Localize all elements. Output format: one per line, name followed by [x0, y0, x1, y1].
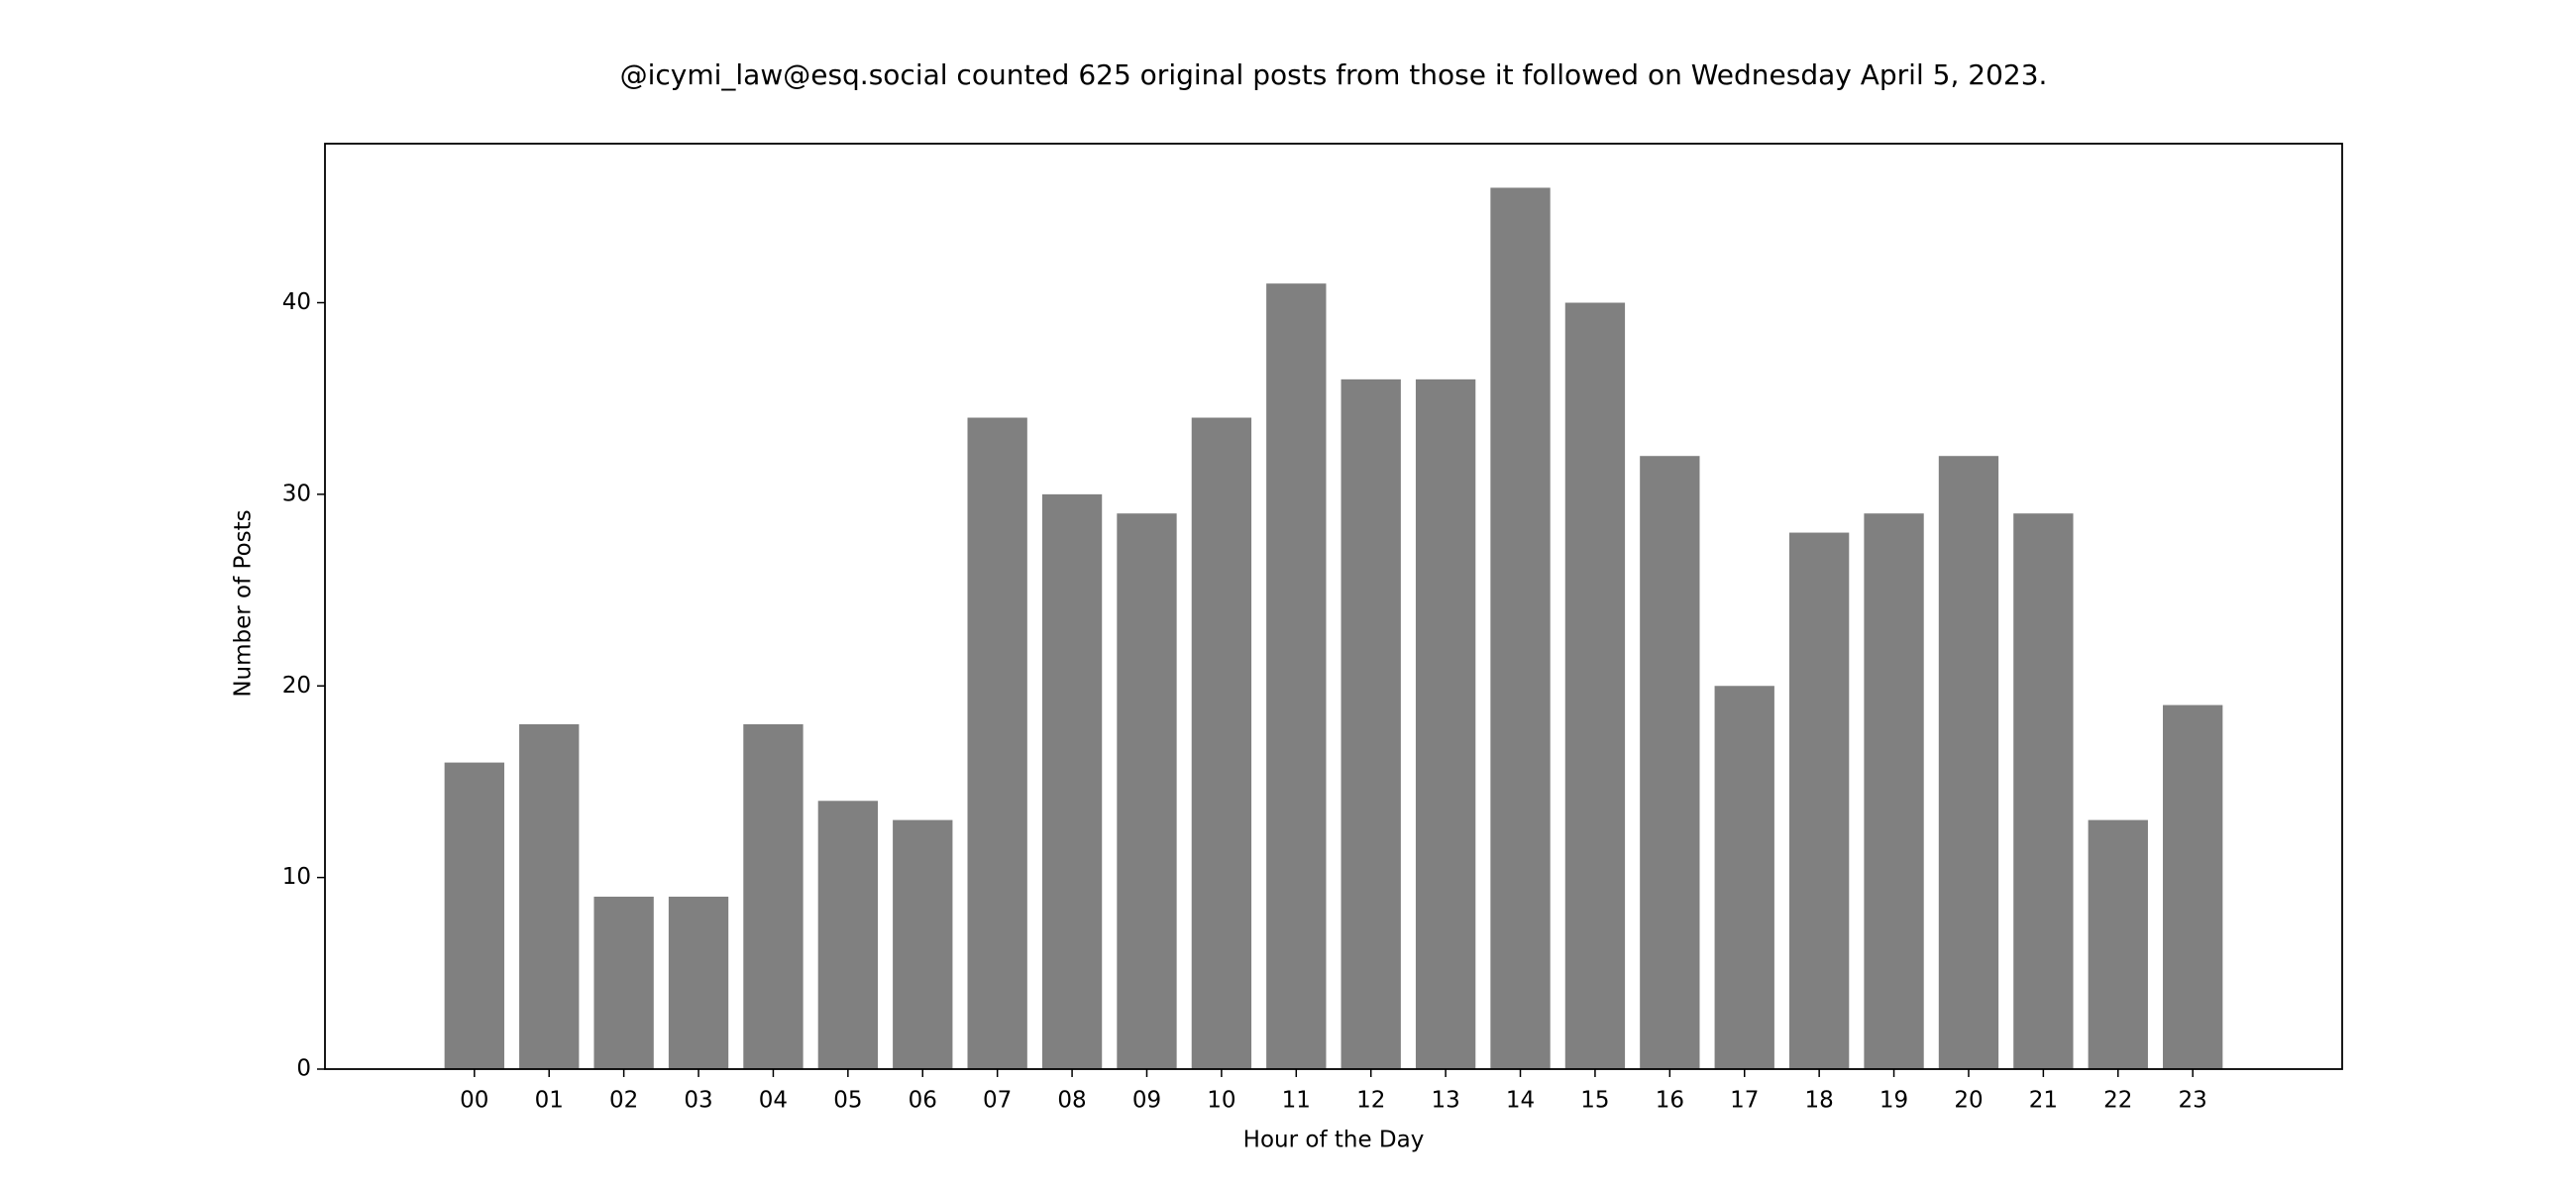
- bar: [593, 896, 654, 1069]
- bar: [2013, 513, 2074, 1069]
- bar: [1864, 513, 1924, 1069]
- bar: [817, 801, 879, 1069]
- bar: [1564, 302, 1626, 1069]
- bar: [743, 723, 804, 1069]
- bar: [1640, 456, 1700, 1070]
- x-tick-label: 00: [460, 1088, 488, 1114]
- x-tick-label: 10: [1207, 1088, 1235, 1114]
- bar: [1117, 513, 1177, 1069]
- bar: [2163, 704, 2223, 1069]
- x-tick-label: 08: [1057, 1088, 1086, 1114]
- bar: [1490, 187, 1551, 1069]
- x-tick-label: 04: [759, 1088, 788, 1114]
- bar: [1041, 493, 1103, 1070]
- y-axis-label: Number of Posts: [231, 509, 257, 697]
- bar: [444, 762, 504, 1069]
- y-tick-label: 0: [296, 1056, 311, 1082]
- y-tick-label: 40: [282, 289, 311, 315]
- x-tick-label: 12: [1356, 1088, 1385, 1114]
- bar: [519, 723, 580, 1069]
- bar: [967, 417, 1027, 1069]
- y-tick-label: 30: [282, 481, 311, 506]
- x-tick-label: 18: [1805, 1088, 1834, 1114]
- bar: [1191, 417, 1252, 1069]
- chart-title: @icymi_law@esq.social counted 625 origin…: [620, 58, 2048, 91]
- x-tick-label: 19: [1879, 1088, 1908, 1114]
- x-axis-label: Hour of the Day: [1243, 1128, 1425, 1153]
- plot-frame: [324, 143, 2343, 1070]
- x-tick-label: 01: [535, 1088, 564, 1114]
- x-tick-label: 17: [1730, 1088, 1759, 1114]
- x-tick-label: 22: [2103, 1088, 2132, 1114]
- x-tick-label: 15: [1580, 1088, 1609, 1114]
- bar: [668, 896, 729, 1069]
- x-tick-label: 16: [1656, 1088, 1684, 1114]
- x-tick-label: 20: [1954, 1088, 1983, 1114]
- x-tick-label: 23: [2179, 1088, 2207, 1114]
- x-tick-label: 14: [1506, 1088, 1535, 1114]
- bar: [1266, 283, 1327, 1069]
- bar: [1714, 686, 1774, 1069]
- bar: [1938, 456, 1999, 1070]
- x-tick-label: 02: [609, 1088, 638, 1114]
- x-tick-label: 11: [1282, 1088, 1311, 1114]
- x-tick-label: 13: [1431, 1088, 1459, 1114]
- bar: [893, 819, 953, 1069]
- x-tick-label: 07: [983, 1088, 1012, 1114]
- x-tick-label: 09: [1132, 1088, 1161, 1114]
- x-tick-label: 21: [2029, 1088, 2058, 1114]
- bar: [1788, 532, 1850, 1069]
- x-tick-label: 03: [684, 1088, 712, 1114]
- y-tick-label: 20: [282, 673, 311, 699]
- bar: [1415, 378, 1476, 1069]
- bar: [2088, 819, 2148, 1069]
- x-tick-label: 05: [833, 1088, 862, 1114]
- y-tick-label: 10: [282, 864, 311, 890]
- x-tick-label: 06: [909, 1088, 937, 1114]
- bar: [1341, 378, 1401, 1069]
